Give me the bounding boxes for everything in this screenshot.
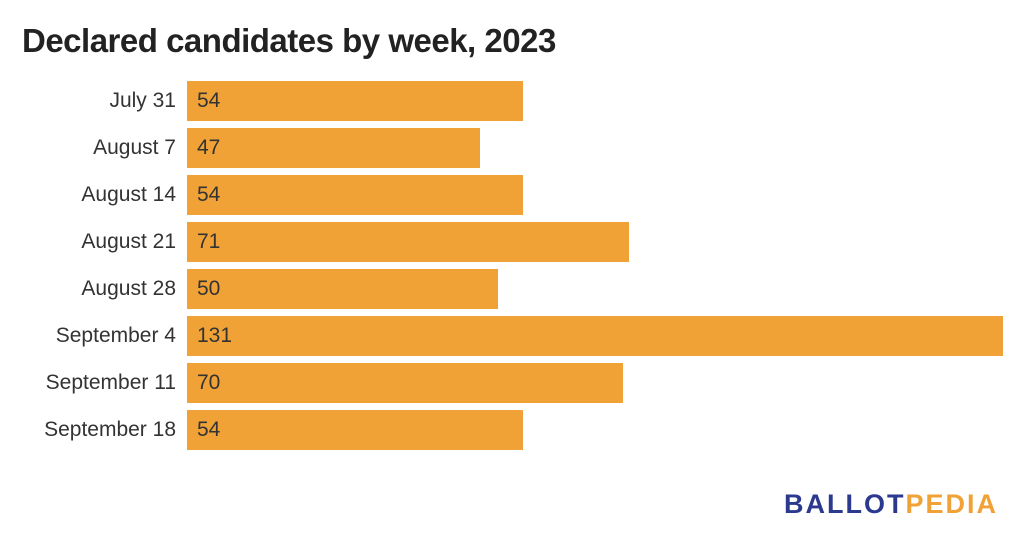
bar bbox=[187, 269, 498, 309]
data-label: 47 bbox=[197, 136, 221, 159]
bar bbox=[187, 363, 623, 403]
category-label: September 4 bbox=[55, 324, 176, 347]
bar bbox=[187, 316, 1003, 356]
data-label: 54 bbox=[197, 183, 221, 206]
category-label: September 11 bbox=[45, 371, 176, 394]
category-label: August 28 bbox=[81, 277, 176, 300]
category-label: September 18 bbox=[44, 418, 176, 441]
data-label: 71 bbox=[197, 230, 221, 253]
logo-text-accent: PEDIA bbox=[905, 489, 998, 519]
bar bbox=[187, 175, 523, 215]
category-label: August 14 bbox=[81, 183, 176, 206]
data-label: 50 bbox=[197, 277, 221, 300]
bar bbox=[187, 410, 523, 450]
data-label: 70 bbox=[197, 371, 221, 394]
category-label: July 31 bbox=[109, 89, 176, 112]
ballotpedia-logo: BALLOTPEDIA bbox=[784, 489, 998, 520]
category-label: August 21 bbox=[81, 230, 176, 253]
chart-title: Declared candidates by week, 2023 bbox=[22, 22, 556, 59]
data-label: 54 bbox=[197, 89, 221, 112]
logo-text-primary: BALLOT bbox=[783, 489, 906, 519]
bar bbox=[187, 128, 480, 168]
bar bbox=[187, 81, 523, 121]
data-label: 54 bbox=[197, 418, 221, 441]
data-label: 131 bbox=[197, 324, 233, 347]
bar bbox=[187, 222, 629, 262]
category-label: August 7 bbox=[93, 136, 176, 159]
